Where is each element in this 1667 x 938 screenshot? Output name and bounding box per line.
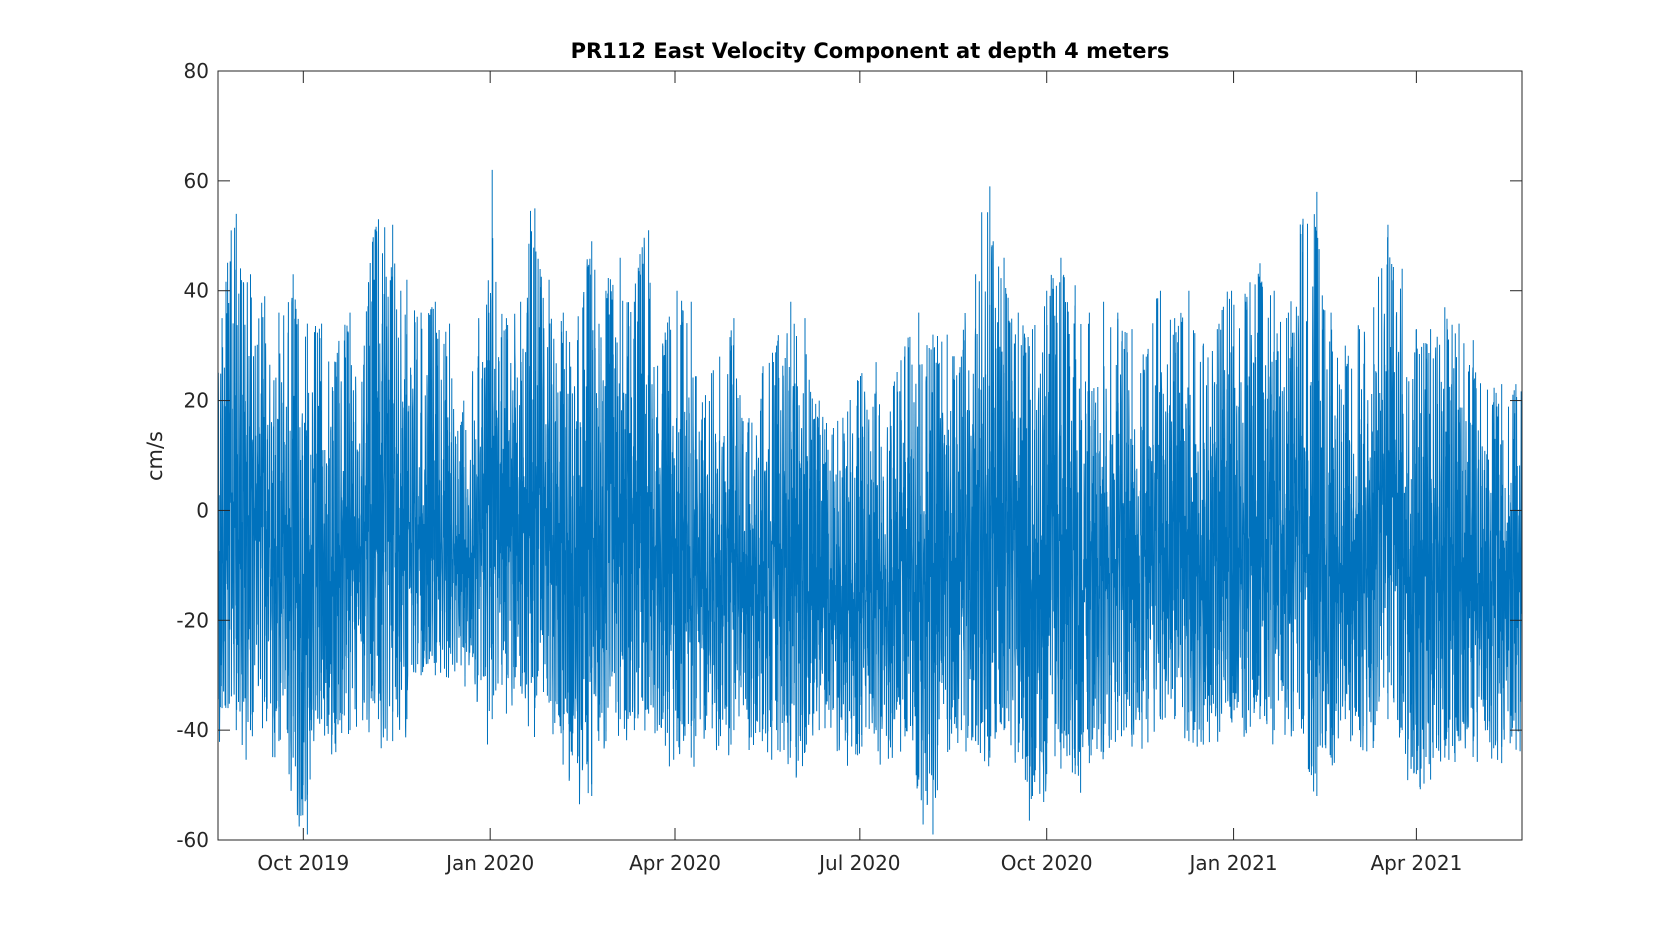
- chart-title: PR112 East Velocity Component at depth 4…: [571, 39, 1170, 63]
- ticks-layer: -60 -40 -20 0 20 40 60 80 Oct 2019 Jan 2020 Apr 20…: [176, 59, 1522, 875]
- data-layer: [217, 169, 1523, 835]
- x-tick-label: Oct 2019: [257, 851, 349, 875]
- x-tick-label: Oct 2020: [1001, 851, 1093, 875]
- y-tick-label: -40: [176, 718, 209, 742]
- y-tick-label: -60: [176, 828, 209, 852]
- x-tick-label: Apr 2020: [629, 851, 721, 875]
- y-tick-label: 20: [184, 389, 209, 413]
- y-tick-label: 0: [196, 498, 209, 522]
- x-tick-label: Jan 2021: [1188, 851, 1278, 875]
- y-tick-label: 80: [184, 59, 209, 83]
- plot-frame: [217, 70, 1523, 841]
- y-tick-label: 60: [184, 169, 209, 193]
- y-tick-label: -20: [176, 608, 209, 632]
- x-tick-label: Jul 2020: [817, 851, 900, 875]
- x-tick-label: Jan 2020: [444, 851, 534, 875]
- y-tick-label: 40: [184, 279, 209, 303]
- x-tick-label: Apr 2021: [1370, 851, 1462, 875]
- y-axis-label: cm/s: [143, 431, 167, 481]
